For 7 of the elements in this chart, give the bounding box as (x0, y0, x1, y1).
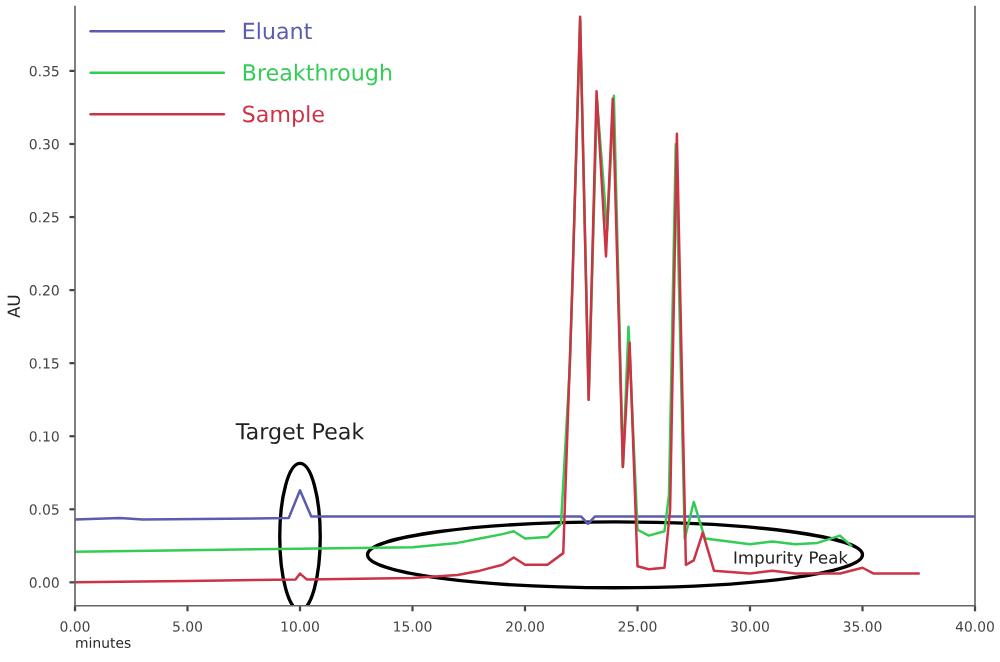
text: Eluant (243, 22, 312, 40)
text: Sample (243, 105, 324, 127)
annotation: Target Peak (235, 422, 365, 444)
y-axis-title: AU (7, 295, 21, 318)
annotation: Impurity Peak (734, 550, 848, 568)
text: Breakthrough (243, 63, 392, 86)
line-series (75, 489, 975, 526)
